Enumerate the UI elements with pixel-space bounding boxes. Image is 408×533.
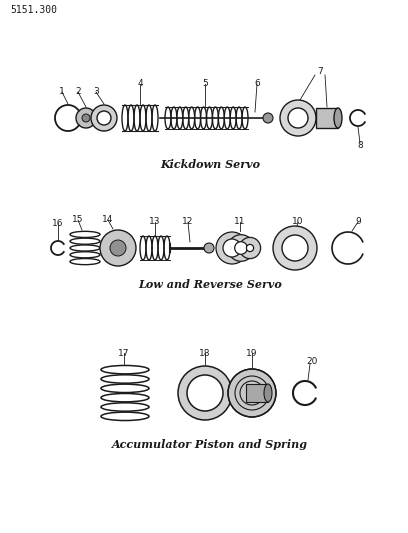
Ellipse shape xyxy=(264,384,272,402)
Text: 9: 9 xyxy=(355,217,361,227)
Circle shape xyxy=(239,237,261,259)
Text: Accumulator Piston and Spring: Accumulator Piston and Spring xyxy=(112,440,308,450)
Text: 19: 19 xyxy=(246,349,258,358)
Text: 6: 6 xyxy=(254,79,260,88)
Text: 17: 17 xyxy=(118,349,130,358)
Circle shape xyxy=(110,240,126,256)
Circle shape xyxy=(280,100,316,136)
Circle shape xyxy=(228,369,276,417)
Text: 7: 7 xyxy=(317,68,323,77)
Text: 10: 10 xyxy=(292,217,304,227)
Circle shape xyxy=(76,108,96,128)
Circle shape xyxy=(97,111,111,125)
Text: 15: 15 xyxy=(72,215,84,224)
Text: 11: 11 xyxy=(234,217,246,227)
Circle shape xyxy=(288,108,308,128)
Circle shape xyxy=(246,245,254,252)
Text: 14: 14 xyxy=(102,215,114,224)
Circle shape xyxy=(228,235,254,261)
Text: Kickdown Servo: Kickdown Servo xyxy=(160,158,260,169)
Circle shape xyxy=(187,375,223,411)
Circle shape xyxy=(235,241,247,254)
Text: 1: 1 xyxy=(59,87,65,96)
Text: 4: 4 xyxy=(137,79,143,88)
Circle shape xyxy=(91,105,117,131)
Circle shape xyxy=(204,243,214,253)
Text: 5151.300: 5151.300 xyxy=(10,5,57,15)
Text: 5: 5 xyxy=(202,79,208,88)
Text: 8: 8 xyxy=(357,141,363,150)
Text: 3: 3 xyxy=(93,87,99,96)
Text: 18: 18 xyxy=(199,349,211,358)
Circle shape xyxy=(100,230,136,266)
Text: 20: 20 xyxy=(306,357,318,366)
Circle shape xyxy=(282,235,308,261)
FancyBboxPatch shape xyxy=(246,384,268,402)
Text: 13: 13 xyxy=(149,217,161,227)
Circle shape xyxy=(263,113,273,123)
Circle shape xyxy=(178,366,232,420)
Circle shape xyxy=(216,232,248,264)
Ellipse shape xyxy=(334,108,342,128)
Text: Low and Reverse Servo: Low and Reverse Servo xyxy=(138,279,282,289)
Text: 12: 12 xyxy=(182,217,194,227)
Circle shape xyxy=(223,239,241,257)
Circle shape xyxy=(273,226,317,270)
FancyBboxPatch shape xyxy=(316,108,338,128)
Circle shape xyxy=(82,114,90,122)
Text: 2: 2 xyxy=(75,87,81,96)
Text: 16: 16 xyxy=(52,219,64,228)
